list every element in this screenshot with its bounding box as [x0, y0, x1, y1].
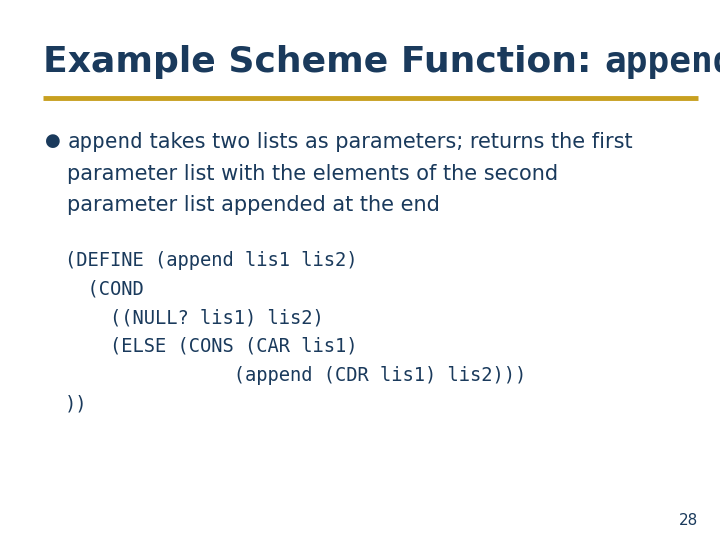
Text: ●: ●: [45, 132, 61, 150]
Text: ((NULL? lis1) lis2): ((NULL? lis1) lis2): [65, 308, 323, 327]
Text: parameter list appended at the end: parameter list appended at the end: [67, 195, 440, 215]
Text: parameter list with the elements of the second: parameter list with the elements of the …: [67, 164, 558, 184]
Text: (DEFINE (append lis1 lis2): (DEFINE (append lis1 lis2): [65, 251, 357, 270]
Text: takes two lists as parameters; returns the first: takes two lists as parameters; returns t…: [143, 132, 633, 152]
Text: Example Scheme Function:: Example Scheme Function:: [43, 45, 604, 79]
Text: append: append: [604, 45, 720, 79]
Text: (ELSE (CONS (CAR lis1): (ELSE (CONS (CAR lis1): [65, 337, 357, 356]
Text: (COND: (COND: [65, 280, 143, 299]
Text: 28: 28: [679, 513, 698, 528]
Text: )): )): [65, 394, 87, 413]
Text: append: append: [67, 132, 143, 152]
Text: (append (CDR lis1) lis2))): (append (CDR lis1) lis2))): [65, 366, 526, 384]
